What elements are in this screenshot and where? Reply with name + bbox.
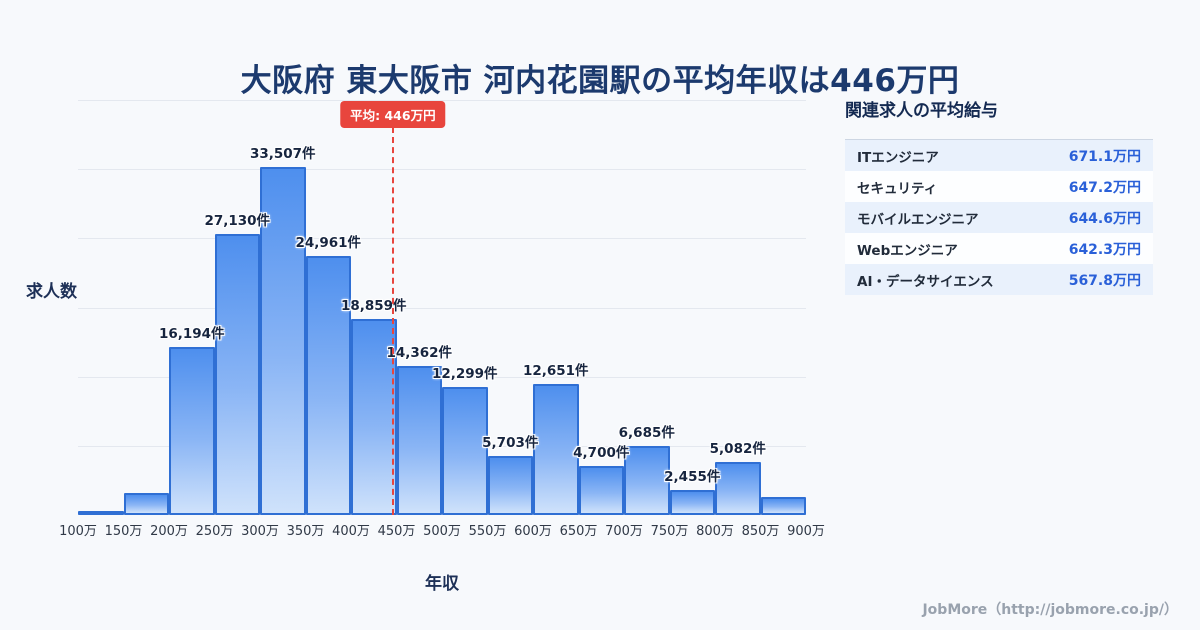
histogram-bar <box>624 445 670 515</box>
histogram-bar <box>715 462 761 515</box>
bar-value-label: 33,507件 <box>249 146 316 163</box>
x-tick-label: 750万 <box>650 524 689 539</box>
histogram-bar <box>305 256 351 515</box>
gridline <box>78 100 806 101</box>
x-tick-label: 100万 <box>59 524 97 539</box>
footer-credit: JobMore（http://jobmore.co.jp/） <box>922 602 1178 618</box>
histogram-bar <box>123 493 169 515</box>
x-axis-title: 年収 <box>425 574 459 594</box>
job-name: ITエンジニア <box>857 149 939 166</box>
y-axis-title: 求人数 <box>26 282 77 302</box>
x-tick-label: 800万 <box>696 524 734 539</box>
x-tick-labels: 100万 150万 200万 250万 300万 350万 400万 450万 500万 550万… <box>59 520 825 539</box>
x-tick-label: 150万 <box>104 524 143 539</box>
job-salary: 647.2万円 <box>1068 179 1141 196</box>
bar-value-label: 2,455件 <box>664 468 721 485</box>
job-salary: 642.3万円 <box>1068 241 1141 258</box>
average-badge: 平均: 446万円 <box>340 101 446 128</box>
histogram-bar <box>533 383 579 515</box>
salary-panel-title: 関連求人の平均給与 <box>845 101 998 121</box>
job-name: Webエンジニア <box>857 242 958 259</box>
bar-value-label: 4,700件 <box>573 445 630 462</box>
bar-value-label: 18,859件 <box>340 298 407 315</box>
x-tick-label: 550万 <box>468 524 507 539</box>
bar-value-label: 5,703件 <box>482 434 539 451</box>
x-tick-label: 300万 <box>241 524 279 539</box>
job-name: モバイルエンジニア <box>857 211 979 228</box>
salary-row: AI・データサイエンス 567.8万円 <box>845 264 1153 295</box>
histogram-bar <box>78 511 124 515</box>
bar-value-label: 24,961件 <box>295 235 362 252</box>
bar-value-label: 6,685件 <box>618 424 675 441</box>
x-tick-label: 450万 <box>377 524 416 539</box>
histogram-bar <box>169 347 215 515</box>
job-salary: 644.6万円 <box>1068 210 1141 227</box>
x-tick-label: 250万 <box>195 524 234 539</box>
histogram-bar <box>487 455 533 515</box>
x-tick-label: 200万 <box>150 524 188 539</box>
job-name: セキュリティ <box>857 180 938 197</box>
salary-table: ITエンジニア 671.1万円 セキュリティ 647.2万円 モバイルエンジニア… <box>845 139 1153 295</box>
salary-row: セキュリティ 647.2万円 <box>845 171 1153 202</box>
histogram-bar <box>578 466 624 515</box>
x-tick-label: 350万 <box>286 524 325 539</box>
histogram-bar <box>760 497 806 515</box>
bar-value-label: 27,130件 <box>204 212 271 229</box>
bar-value-label: 16,194件 <box>158 326 225 342</box>
gridline <box>78 376 806 378</box>
average-line <box>391 127 394 515</box>
salary-row: Webエンジニア 642.3万円 <box>845 233 1153 264</box>
gridline <box>78 238 806 240</box>
histogram-bar <box>260 167 306 515</box>
histogram-plot: 平均: 446万円 16,194件 27,130件 33,507件 24,961件 18… <box>78 100 806 515</box>
histogram-bar <box>442 387 488 515</box>
job-salary: 567.8万円 <box>1068 272 1141 289</box>
histogram-bar <box>396 366 442 515</box>
x-tick-label: 900万 <box>787 524 825 539</box>
salary-row: ITエンジニア 671.1万円 <box>845 140 1153 171</box>
x-tick-label: 850万 <box>741 524 780 539</box>
histogram-bar <box>669 489 715 515</box>
histogram-bar <box>351 319 397 515</box>
x-tick-label: 500万 <box>423 524 461 539</box>
x-tick-label: 700万 <box>605 524 643 539</box>
salary-row: モバイルエンジニア 644.6万円 <box>845 202 1153 233</box>
histogram-bar <box>214 233 260 515</box>
job-name: AI・データサイエンス <box>857 273 994 290</box>
x-tick-label: 600万 <box>514 524 552 539</box>
x-tick-label: 650万 <box>559 524 598 539</box>
bar-value-label: 12,651件 <box>522 362 589 379</box>
bar-value-label: 12,299件 <box>431 366 498 383</box>
bar-value-label: 14,362件 <box>386 345 453 361</box>
x-tick-label: 400万 <box>332 524 370 539</box>
bar-value-label: 5,082件 <box>709 441 766 458</box>
gridline <box>78 307 806 309</box>
job-salary: 671.1万円 <box>1068 148 1141 165</box>
gridline <box>78 169 806 171</box>
page-title: 大阪府 東大阪市 河内花園駅の平均年収は446万円 <box>240 62 960 99</box>
